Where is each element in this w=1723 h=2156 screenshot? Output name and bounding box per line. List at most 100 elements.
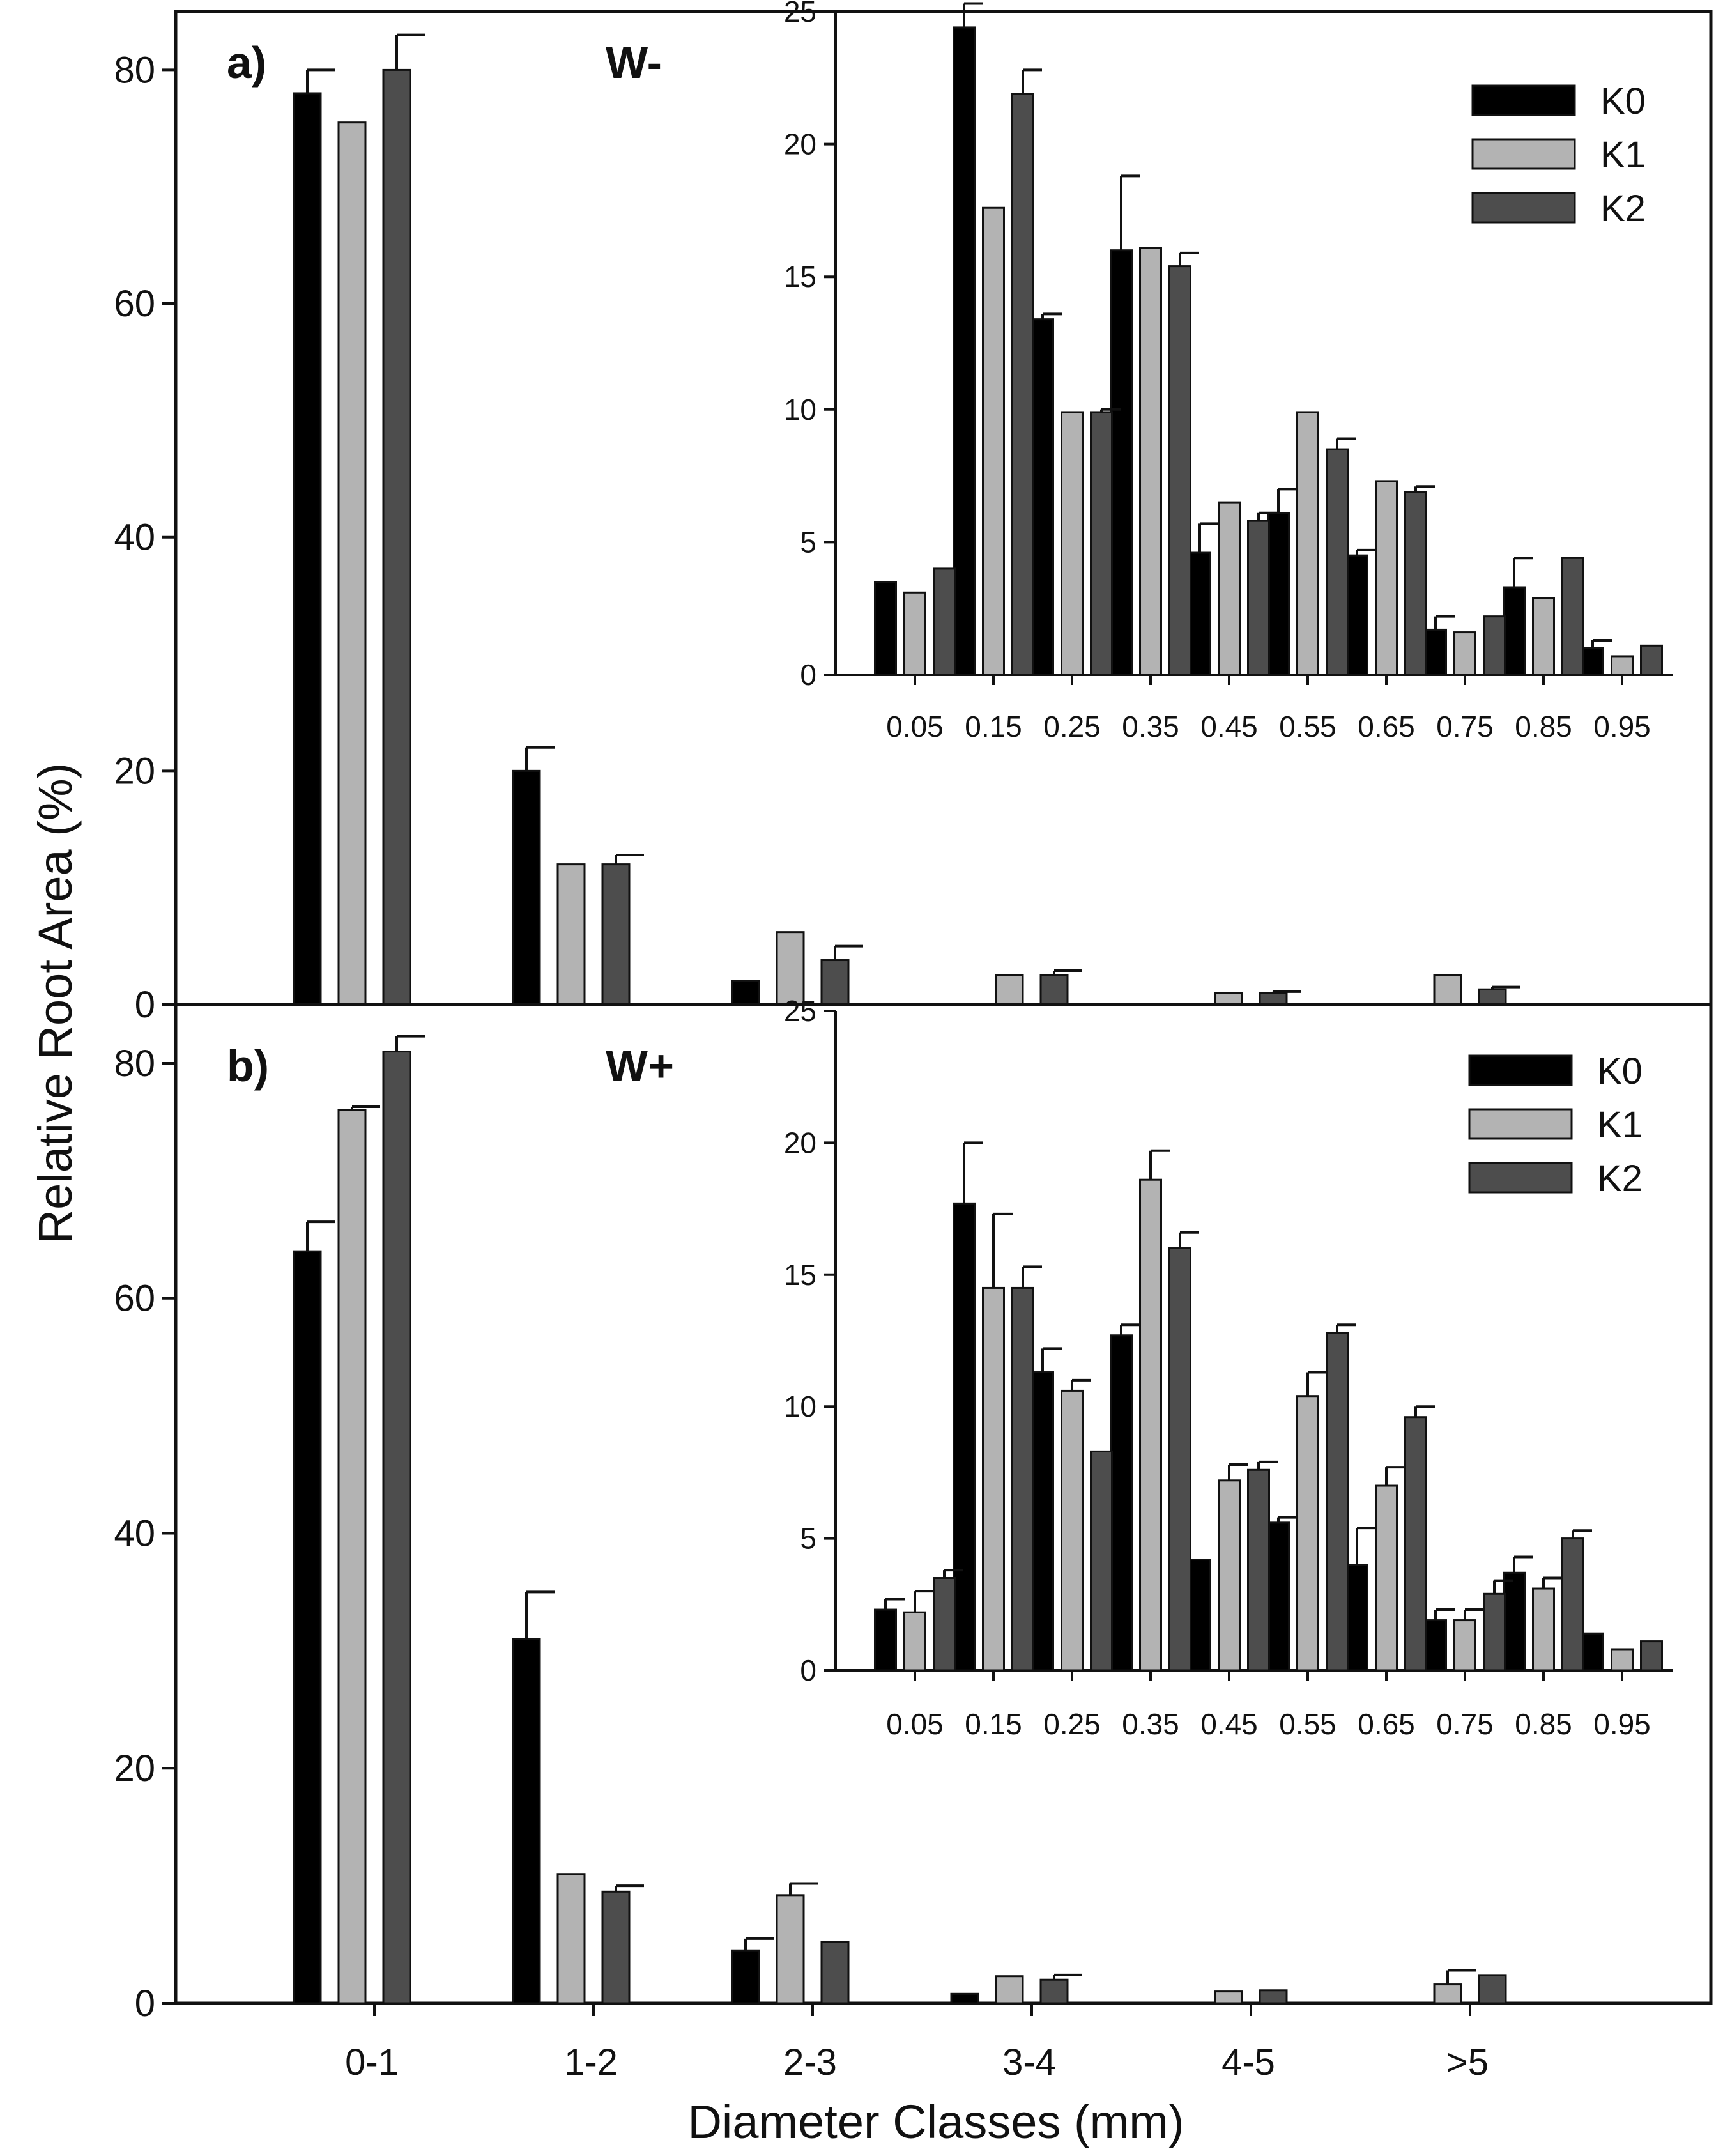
inset-y-tick-label: 0 <box>800 658 816 691</box>
y-tick-label: 20 <box>114 1748 155 1789</box>
inset-k2-0-45-error-bar <box>1257 1460 1278 1470</box>
main-k2-3-4-error-bar <box>1053 969 1082 976</box>
main-k0-0-1-error-bar <box>306 1220 335 1252</box>
inset-k1-0-15-bar <box>982 206 1005 676</box>
inset-k2-0-25-bar <box>1090 1450 1113 1672</box>
inset-x-tick-label-0-75: 0.75 <box>1436 1707 1494 1741</box>
main-k0-1-2-bar <box>512 769 541 1006</box>
inset-k0-0-25-error-bar <box>1041 312 1062 320</box>
main-k1-0-1-bar <box>337 1109 367 2005</box>
x-tick-label-2-3: 2-3 <box>783 2042 837 2083</box>
main-k1-3-4-bar <box>995 1975 1024 2005</box>
inset-k1-0-75-bar <box>1453 1619 1476 1672</box>
y-tick-label: 40 <box>114 517 155 558</box>
inset-y-tick-label: 25 <box>784 0 816 28</box>
inset-k0-0-05-bar <box>874 581 897 676</box>
y-tick-label: 0 <box>135 984 155 1026</box>
inset-k0-0-15-bar <box>953 1202 976 1672</box>
inset-legend: K0 K1 K2 <box>1468 1051 1643 1199</box>
inset-x-tick-label-0-35: 0.35 <box>1122 710 1179 743</box>
x-tick-label-4-5: 4-5 <box>1221 2042 1275 2083</box>
inset-k0-0-05-error-bar <box>884 1598 905 1610</box>
inset-chart: 0 5 10 15 20 25 0.05 0.15 0.25 0.35 0.45 0.55 0.65 0.… <box>784 0 1673 743</box>
inset-k2-0-05-error-bar <box>943 1569 963 1578</box>
main-k1-gt5-bar <box>1433 1983 1462 2005</box>
inset-k1-0-35-error-bar <box>1149 1149 1170 1180</box>
panel-label: a) <box>227 38 266 88</box>
main-k0-0-1-error-bar <box>306 68 335 93</box>
inset-k0-0-25-bar <box>1031 1371 1054 1672</box>
inset-y-tick-label: 5 <box>800 1522 816 1555</box>
main-k2-1-2-error-bar <box>615 1884 644 1892</box>
y-axis-title: Relative Root Area (%) <box>29 763 82 1244</box>
inset-k2-0-35-error-bar <box>1179 251 1199 266</box>
main-k2-4-5-bar <box>1259 992 1288 1006</box>
main-k2-2-3-error-bar <box>834 944 863 960</box>
inset-k2-0-75-bar <box>1483 1592 1506 1672</box>
inset-x-tick-label-0-85: 0.85 <box>1515 710 1572 743</box>
main-k1-2-3-bar <box>776 931 805 1006</box>
inset-k0-0-95-bar <box>1581 647 1604 676</box>
main-k2-gt5-bar <box>1478 988 1507 1006</box>
inset-k1-0-65-bar <box>1375 1484 1398 1672</box>
inset-k1-0-85-bar <box>1532 1587 1555 1672</box>
inset-k1-0-15-bar <box>982 1286 1005 1672</box>
inset-k2-0-45-bar <box>1247 520 1270 676</box>
inset-y-tick-label: 10 <box>784 1390 816 1423</box>
inset-k2-0-55-error-bar <box>1336 437 1356 450</box>
inset-k2-0-15-bar <box>1011 93 1034 676</box>
main-k2-0-1-bar <box>382 1051 411 2005</box>
inset-k0-0-15-error-bar <box>963 2 983 27</box>
inset-x-tick-label-0-65: 0.65 <box>1358 1707 1415 1741</box>
main-k1-4-5-bar <box>1214 992 1243 1006</box>
inset-k0-0-85-error-bar <box>1513 557 1533 587</box>
main-k2-1-2-bar <box>601 1890 631 2005</box>
main-k2-1-2-bar <box>601 863 631 1006</box>
inset-k1-0-25-bar <box>1061 1389 1084 1672</box>
inset-k0-0-65-bar <box>1345 1564 1368 1672</box>
inset-chart: 0 5 10 15 20 25 0.05 0.15 0.25 0.35 0.45 0.55 0.65 0.… <box>784 994 1673 1741</box>
inset-k2-0-15-error-bar <box>1022 1265 1042 1288</box>
inset-k0-0-55-bar <box>1267 1521 1290 1672</box>
main-k0-3-4-bar <box>950 1992 979 2005</box>
main-k1-0-1-bar <box>337 121 367 1006</box>
inset-k2-0-55-error-bar <box>1336 1323 1356 1333</box>
inset-k2-0-95-bar <box>1640 1640 1663 1672</box>
inset-k2-0-55-bar <box>1326 1332 1349 1672</box>
inset-x-tick-label-0-65: 0.65 <box>1358 710 1415 743</box>
inset-k2-0-25-bar <box>1090 411 1113 676</box>
inset-k1-0-35-bar <box>1139 1178 1162 1672</box>
legend-swatch-k1 <box>1468 1108 1573 1140</box>
main-k2-gt5-bar <box>1478 1974 1507 2005</box>
inset-k1-0-25-bar <box>1061 411 1084 676</box>
main-k2-2-3-bar <box>820 1941 850 2005</box>
inset-k0-0-95-error-bar <box>1591 639 1612 649</box>
inset-k0-0-65-error-bar <box>1356 548 1376 556</box>
inset-k1-0-05-bar <box>903 1611 926 1672</box>
inset-k0-0-65-error-bar <box>1356 1527 1376 1565</box>
inset-k1-0-55-bar <box>1296 1395 1319 1672</box>
inset-k0-0-35-error-bar <box>1120 174 1140 250</box>
main-k2-0-1-error-bar <box>395 1035 425 1052</box>
main-k2-3-4-error-bar <box>1053 1973 1082 1980</box>
inset-y-tick-label: 20 <box>784 128 816 161</box>
inset-k0-0-55-error-bar <box>1277 1516 1298 1523</box>
y-tick-label: 80 <box>114 49 155 91</box>
y-tick-label: 60 <box>114 1278 155 1320</box>
main-k1-gt5-bar <box>1433 974 1462 1006</box>
legend-swatch-k1 <box>1471 138 1576 170</box>
inset-k0-0-75-bar <box>1424 628 1447 676</box>
inset-k0-0-75-error-bar <box>1434 615 1455 630</box>
y-tick-label: 0 <box>135 1983 155 2024</box>
inset-k2-0-75-error-bar <box>1493 1579 1513 1594</box>
main-k0-0-1-bar <box>293 92 322 1006</box>
inset-k2-0-05-bar <box>933 567 956 676</box>
main-k0-2-3-bar <box>731 1949 760 2005</box>
inset-k1-0-05-error-bar <box>914 1590 934 1613</box>
main-k1-2-3-bar <box>776 1894 805 2005</box>
inset-k2-0-45-bar <box>1247 1468 1270 1672</box>
inset-k1-0-45-bar <box>1218 501 1241 676</box>
inset-y-tick-label: 20 <box>784 1126 816 1159</box>
inset-k0-0-65-bar <box>1345 554 1368 676</box>
